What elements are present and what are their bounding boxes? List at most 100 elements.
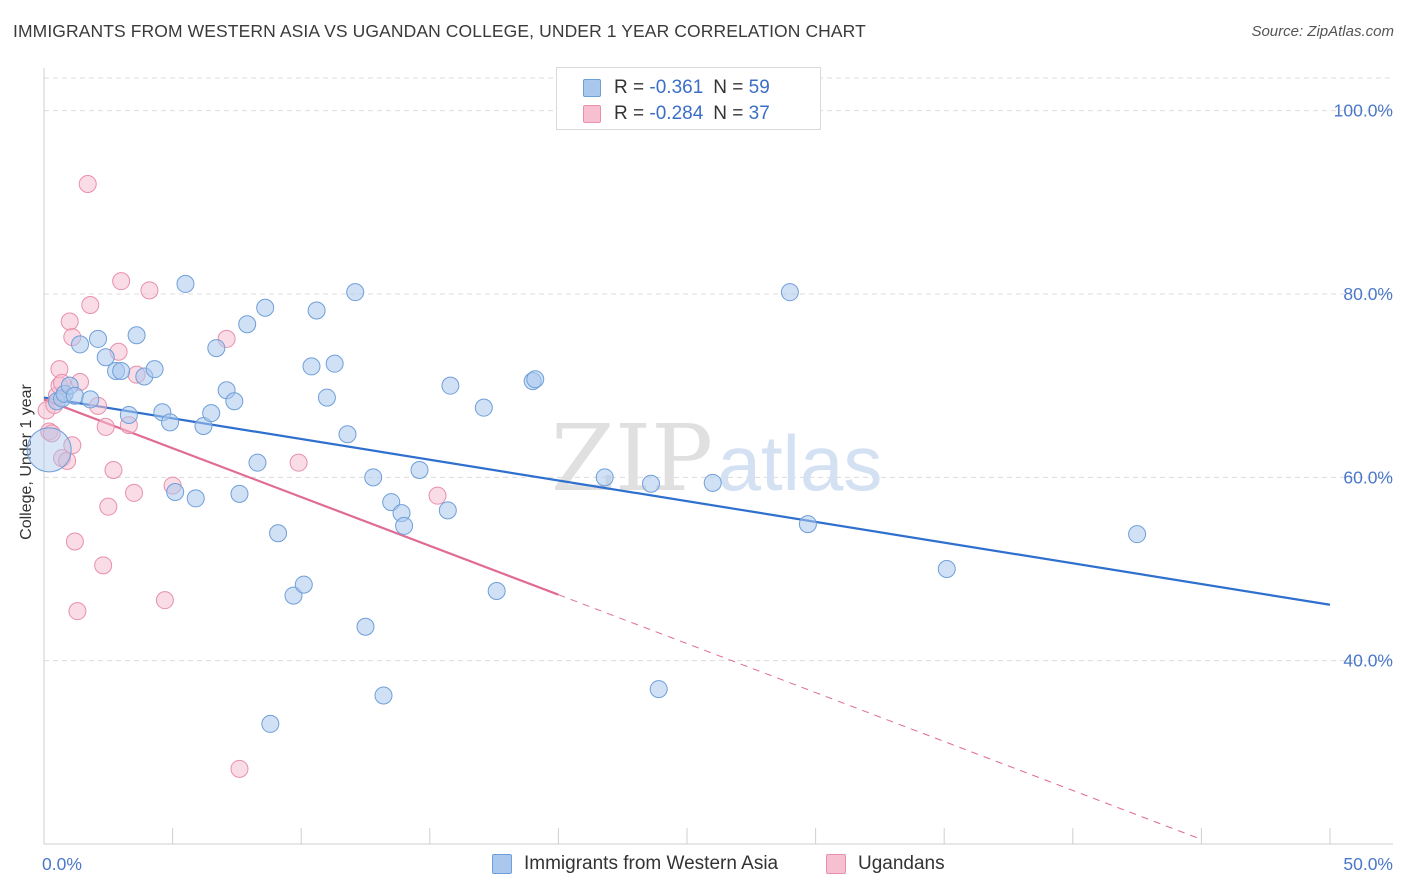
watermark-atlas: atlas <box>718 419 883 507</box>
legend-n-value: 37 <box>748 103 770 124</box>
data-point-western-asia <box>225 392 244 411</box>
data-point-ugandans <box>68 602 87 621</box>
series-name-ugandans: Ugandans <box>858 853 945 874</box>
data-point-western-asia <box>238 315 257 334</box>
data-point-western-asia <box>641 474 660 493</box>
legend-n-value: 59 <box>748 77 770 98</box>
data-point-ugandans <box>78 175 97 193</box>
data-point-western-asia <box>346 283 365 302</box>
data-point-western-asia <box>26 427 72 473</box>
data-point-western-asia <box>703 473 722 492</box>
y-tick-label: 80.0% <box>1343 284 1393 304</box>
data-point-western-asia <box>356 617 375 636</box>
x-tick-label-end: 50.0% <box>1343 854 1393 874</box>
data-point-western-asia <box>202 404 221 423</box>
grid-lines <box>44 77 1393 662</box>
data-point-ugandans <box>65 532 84 551</box>
data-point-ugandans <box>155 591 174 610</box>
data-point-western-asia <box>248 453 267 472</box>
data-point-western-asia <box>166 483 185 501</box>
series-legend-western-asia: Immigrants from Western Asia <box>492 852 778 876</box>
data-point-western-asia <box>474 398 493 417</box>
data-point-ugandans <box>125 483 144 502</box>
legend-row-western-asia: R = -0.361 N = 59 <box>583 76 770 100</box>
watermark: ZIP atlas <box>551 405 882 512</box>
data-point-western-asia <box>487 582 506 600</box>
data-point-ugandans <box>289 453 308 472</box>
data-point-ugandans <box>81 296 100 314</box>
data-point-ugandans <box>112 272 131 291</box>
data-point-western-asia <box>307 301 326 320</box>
legend-r-value: -0.284 <box>649 103 704 124</box>
x-tick-label-start: 0.0% <box>42 854 82 874</box>
data-point-western-asia <box>382 493 401 512</box>
data-point-western-asia <box>269 524 288 543</box>
data-point-ugandans <box>96 417 115 436</box>
data-point-western-asia <box>284 586 303 605</box>
legend-r-value: -0.361 <box>649 77 704 98</box>
data-point-western-asia <box>261 714 280 733</box>
data-point-western-asia <box>294 575 313 594</box>
data-point-western-asia <box>186 489 205 508</box>
data-point-ugandans <box>63 436 82 455</box>
y-tick-label: 40.0% <box>1343 651 1393 671</box>
series-legend-ugandans: Ugandans <box>826 852 945 876</box>
data-point-western-asia <box>89 329 108 348</box>
data-point-western-asia <box>937 560 956 578</box>
data-point-western-asia <box>798 515 817 534</box>
data-point-western-asia <box>65 386 84 405</box>
data-point-western-asia <box>112 362 131 380</box>
legend-r-label: R = <box>614 77 645 98</box>
legend-n-label: N = <box>713 103 744 124</box>
y-tick-label: 100.0% <box>1334 101 1393 121</box>
series-name-western-asia: Immigrants from Western Asia <box>524 853 779 874</box>
data-point-western-asia <box>438 501 457 520</box>
data-point-ugandans <box>104 461 123 479</box>
data-point-western-asia <box>595 468 614 487</box>
correlation-legend: R = -0.361 N = 59 R = -0.284 N = 37 <box>556 67 821 130</box>
source-label: Source: ZipAtlas.com <box>1251 23 1394 40</box>
data-point-western-asia <box>207 339 226 358</box>
data-point-western-asia <box>256 298 275 317</box>
legend-swatch-blue <box>583 79 601 97</box>
data-point-western-asia <box>161 413 180 432</box>
data-point-western-asia <box>71 335 90 354</box>
legend-row-ugandans: R = -0.284 N = 37 <box>583 102 770 126</box>
data-point-western-asia <box>649 680 668 699</box>
axes <box>43 68 1393 845</box>
legend-swatch-pink <box>583 105 601 123</box>
data-point-western-asia <box>176 274 195 293</box>
trend-line-western-asia <box>43 396 1331 606</box>
series-swatch-blue <box>492 854 512 874</box>
y-tick-label: 60.0% <box>1343 467 1393 487</box>
chart-title: IMMIGRANTS FROM WESTERN ASIA VS UGANDAN … <box>13 21 866 41</box>
trend-line-ugandans-extension <box>558 594 1202 840</box>
data-point-ugandans <box>99 497 118 516</box>
data-point-western-asia <box>526 370 545 389</box>
data-point-western-asia <box>780 283 799 302</box>
data-point-western-asia <box>81 390 100 409</box>
tick-labels: 40.0% 60.0% 80.0% 100.0% 0.0% 50.0% <box>42 101 1393 874</box>
data-point-western-asia <box>364 468 383 487</box>
data-point-western-asia <box>410 461 429 479</box>
data-point-western-asia <box>338 425 357 444</box>
data-point-ugandans <box>140 281 159 300</box>
data-point-ugandans <box>230 759 249 778</box>
data-point-western-asia <box>119 406 138 424</box>
data-point-western-asia <box>145 360 164 379</box>
watermark-zip: ZIP <box>551 405 713 512</box>
data-point-western-asia <box>441 376 460 395</box>
series-swatch-pink <box>826 854 846 874</box>
data-point-western-asia <box>374 686 393 705</box>
data-point-western-asia <box>1128 525 1147 544</box>
data-point-western-asia <box>230 484 249 503</box>
legend-r-label: R = <box>614 103 645 124</box>
western-asia-points <box>26 274 1147 733</box>
data-point-western-asia <box>395 516 414 535</box>
data-point-western-asia <box>302 357 321 376</box>
data-point-western-asia <box>325 354 344 373</box>
data-point-western-asia <box>317 388 336 407</box>
data-point-ugandans <box>428 486 447 505</box>
data-point-ugandans <box>60 312 79 331</box>
